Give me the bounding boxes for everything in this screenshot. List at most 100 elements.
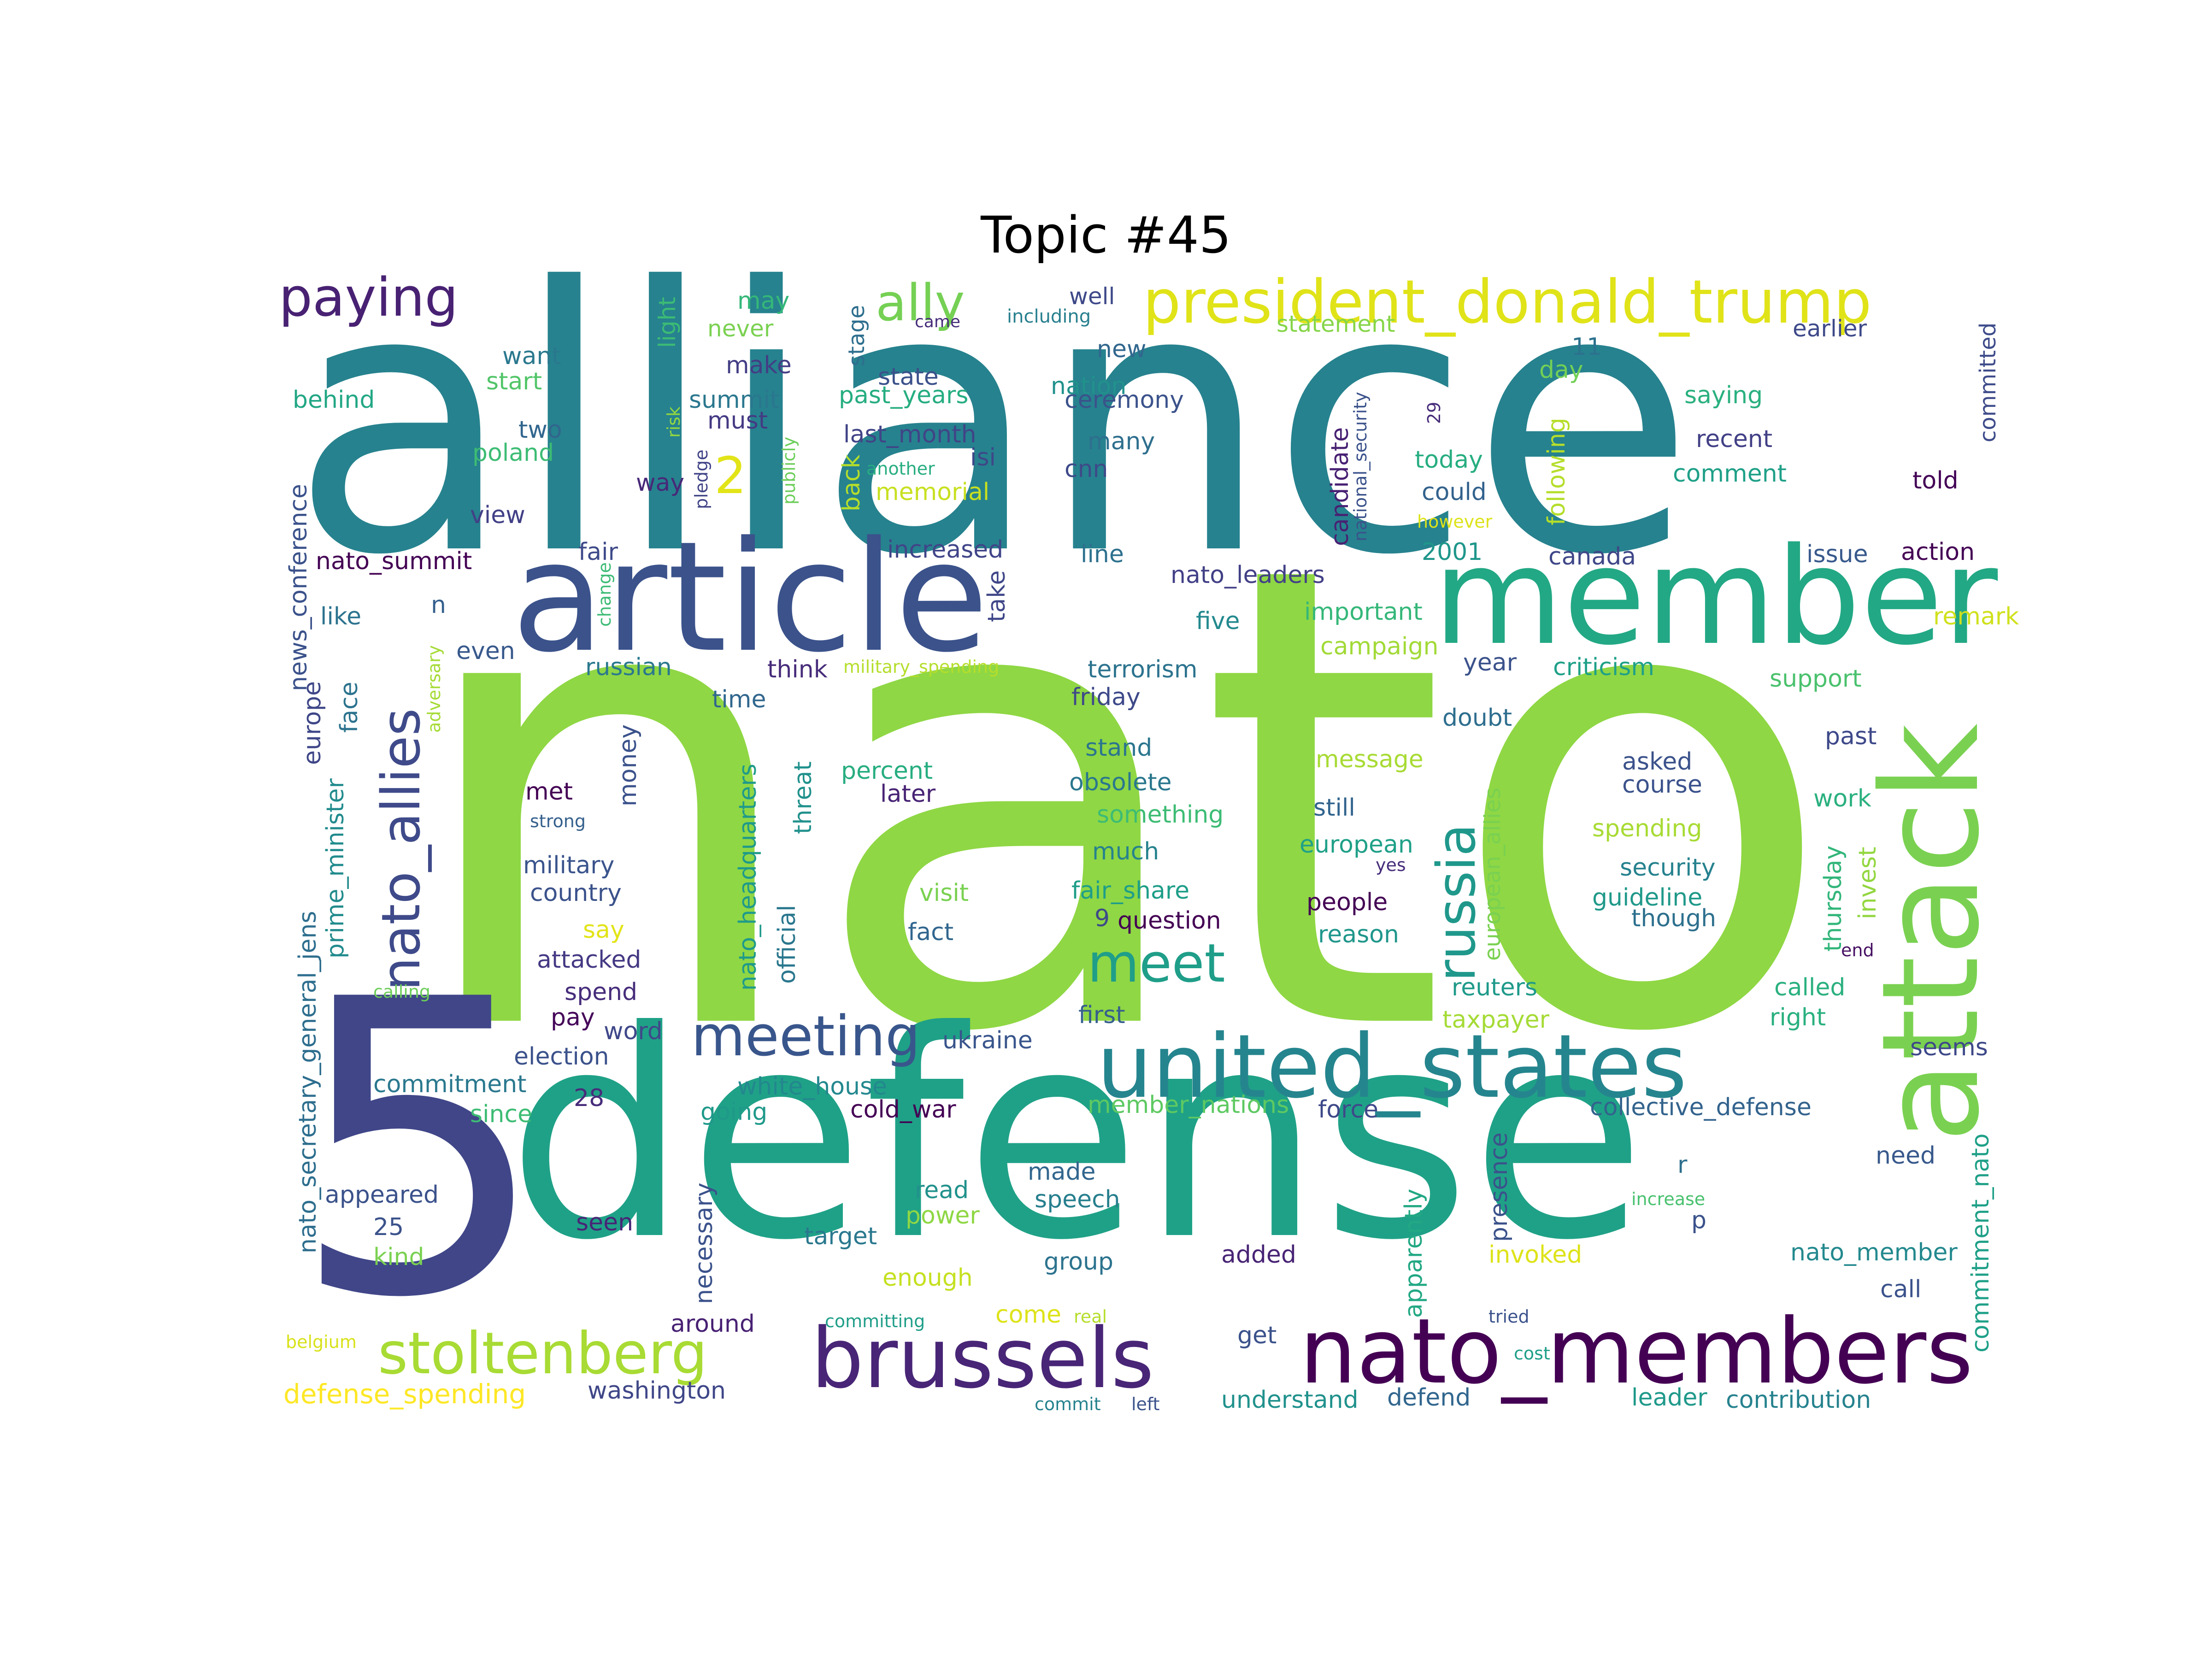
- cloud-word: going: [700, 1098, 767, 1126]
- cloud-word: kind: [373, 1243, 424, 1271]
- cloud-word: russian: [585, 653, 672, 681]
- cloud-word: cost: [1514, 1343, 1550, 1364]
- cloud-word: saying: [1684, 382, 1763, 409]
- cloud-word: important: [1304, 598, 1423, 626]
- cloud-word: ally: [876, 273, 965, 332]
- cloud-word: nato_allies: [371, 708, 432, 991]
- cloud-word: enough: [882, 1264, 973, 1292]
- cloud-word: summit: [689, 386, 779, 414]
- cloud-word: commitment_nato: [1967, 1133, 1994, 1353]
- cloud-word: cold_war: [850, 1096, 956, 1124]
- cloud-word: since: [470, 1100, 532, 1128]
- cloud-word: russia: [1426, 824, 1488, 982]
- cloud-word: day: [1539, 356, 1583, 384]
- cloud-word: support: [1770, 665, 1862, 693]
- cloud-word: work: [1813, 785, 1871, 812]
- cloud-word: spend: [565, 978, 637, 1006]
- cloud-word: ceremony: [1065, 386, 1184, 414]
- cloud-word: even: [456, 637, 515, 665]
- cloud-word: defense: [507, 971, 1646, 1303]
- cloud-word: last_month: [843, 421, 977, 448]
- cloud-word: called: [1774, 974, 1845, 1001]
- cloud-word: increase: [1631, 1189, 1705, 1209]
- cloud-word: nato_summit: [316, 547, 472, 575]
- cloud-word: attacked: [537, 946, 641, 974]
- cloud-word: threat: [789, 761, 817, 834]
- cloud-word: nato: [406, 431, 1837, 1171]
- cloud-word: spending: [1592, 815, 1702, 842]
- cloud-word: pay: [551, 1004, 595, 1031]
- cloud-word: candidate: [1326, 427, 1354, 546]
- cloud-word: p: [1691, 1206, 1706, 1234]
- cloud-word: criticism: [1553, 653, 1654, 681]
- cloud-word: speech: [1035, 1186, 1120, 1213]
- cloud-word: recent: [1696, 425, 1772, 453]
- cloud-word: military_spending: [843, 657, 999, 677]
- cloud-word: new: [1097, 335, 1146, 363]
- cloud-word: behind: [293, 386, 375, 414]
- cloud-word: alliance: [290, 211, 1695, 635]
- cloud-word: following: [1543, 418, 1571, 525]
- cloud-word: change: [594, 562, 615, 627]
- cloud-word: isi: [970, 444, 996, 471]
- cloud-word: though: [1631, 905, 1716, 932]
- cloud-word: later: [880, 780, 936, 808]
- cloud-word: pledge: [691, 449, 712, 509]
- cloud-word: money: [614, 724, 642, 806]
- cloud-word: word: [604, 1018, 663, 1045]
- cloud-word: question: [1118, 907, 1221, 935]
- cloud-word: nato_members: [1300, 1299, 1973, 1404]
- cloud-word: nato_leaders: [1171, 561, 1325, 589]
- cloud-word: reason: [1318, 921, 1399, 948]
- cloud-word: earlier: [1793, 315, 1867, 342]
- cloud-word: strong: [530, 811, 586, 831]
- cloud-word: paying: [279, 267, 458, 329]
- cloud-word: nato_member: [1790, 1239, 1958, 1266]
- cloud-word: added: [1221, 1241, 1296, 1269]
- cloud-word: commitment: [373, 1071, 527, 1098]
- cloud-word: first: [1078, 1001, 1125, 1029]
- cloud-word: member: [1433, 519, 1999, 675]
- cloud-word: ukraine: [942, 1027, 1033, 1054]
- cloud-word: stage: [844, 305, 870, 366]
- cloud-word: could: [1422, 478, 1487, 506]
- cloud-word: get: [1237, 1322, 1277, 1349]
- cloud-word: memorial: [876, 478, 989, 506]
- cloud-word: tried: [1488, 1306, 1530, 1327]
- cloud-word: message: [1316, 746, 1424, 773]
- cloud-word: prime_minister: [322, 778, 349, 959]
- cloud-word: make: [726, 352, 792, 379]
- cloud-word: n: [431, 591, 446, 619]
- cloud-word: thursday: [1819, 846, 1847, 952]
- cloud-word: 25: [373, 1213, 404, 1241]
- cloud-word: european_allies: [1480, 788, 1506, 961]
- cloud-word: much: [1092, 838, 1159, 865]
- cloud-word: committing: [825, 1311, 925, 1331]
- cloud-word: leader: [1631, 1384, 1707, 1412]
- cloud-word: country: [530, 879, 622, 907]
- cloud-word: security: [1620, 854, 1716, 882]
- cloud-word: 9: [1094, 905, 1110, 932]
- cloud-word: united_states: [1097, 1016, 1687, 1118]
- cloud-word: poland: [472, 439, 554, 467]
- cloud-word: reuters: [1452, 974, 1537, 1001]
- cloud-word: news_conference: [285, 484, 312, 691]
- cloud-word: stoltenberg: [378, 1320, 707, 1387]
- cloud-word: washington: [588, 1377, 726, 1405]
- cloud-word: back: [838, 454, 865, 512]
- cloud-word: cnn: [1065, 455, 1108, 483]
- cloud-word: told: [1912, 467, 1959, 494]
- cloud-word: read: [915, 1177, 969, 1204]
- cloud-word: face: [335, 682, 363, 733]
- cloud-word: take: [983, 570, 1011, 622]
- cloud-word: however: [1417, 512, 1493, 532]
- cloud-word: group: [1044, 1248, 1113, 1276]
- cloud-word: real: [1074, 1306, 1107, 1327]
- cloud-word: committed: [1975, 323, 2001, 442]
- cloud-word: right: [1770, 1004, 1826, 1031]
- cloud-word: many: [1088, 428, 1155, 455]
- cloud-word: past_years: [839, 382, 968, 409]
- cloud-word: fair: [578, 538, 618, 566]
- cloud-word: seems: [1910, 1034, 1988, 1061]
- cloud-word: white_house: [737, 1073, 887, 1100]
